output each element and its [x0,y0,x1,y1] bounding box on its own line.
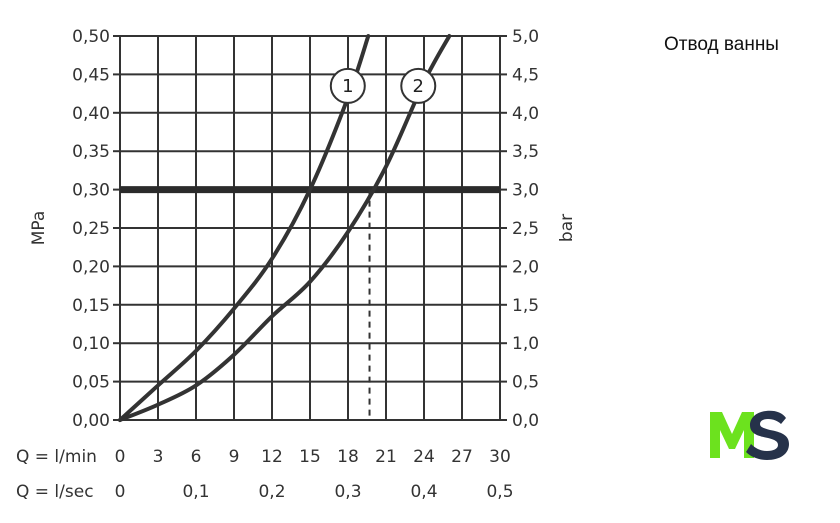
y-left-tick-label: 0,05 [72,373,110,393]
y-left-tick-label: 0,40 [72,104,110,124]
y-left-tick-label: 0,45 [72,65,110,85]
x-tick-label-lmin: 9 [229,447,240,467]
x-tick-label-lmin: 27 [451,447,473,467]
y-right-tick-label: 2,5 [512,219,539,239]
logo-letter-m [710,412,754,458]
x-tick-label-lsec: 0,2 [258,482,285,502]
y-left-tick-label: 0,00 [72,411,110,431]
x-tick-label-lsec: 0 [115,482,126,502]
curve-label-circle [329,67,366,104]
x-tick-label-lmin: 3 [153,447,164,467]
x-tick-label-lsec: 0,3 [334,482,361,502]
x-tick-label-lsec: 0,5 [486,482,513,502]
curve-label-circle [400,67,437,104]
y-left-tick-label: 0,20 [72,257,110,277]
y-left-tick-label: 0,25 [72,219,110,239]
y-right-tick-label: 0,5 [512,373,539,393]
curve-2 [118,34,452,422]
y-right-tick-label: 3,5 [512,142,539,162]
curve-label-text: 2 [413,76,424,97]
y-right-tick-label: 5,0 [512,27,539,47]
y-left-tick-label: 0,15 [72,296,110,316]
y-right-tick-label: 4,0 [512,104,539,124]
x-tick-label-lsec: 0,4 [410,482,437,502]
y-left-tick-label: 0,35 [72,142,110,162]
x-tick-label-lmin: 15 [299,447,321,467]
y-right-tick-label: 0,0 [512,411,539,431]
y-left-tick-label: 0,50 [72,27,110,47]
x-row1-label: Q = l/min [16,447,97,467]
y-right-tick-label: 1,0 [512,334,539,354]
x-tick-label-lmin: 6 [191,447,202,467]
y-left-tick-label: 0,10 [72,334,110,354]
y-right-tick-label: 3,0 [512,181,539,201]
x-row2-label: Q = l/sec [16,482,94,502]
y-right-tick-label: 2,0 [512,257,539,277]
y-right-axis-label: bar [557,214,577,242]
x-tick-label-lmin: 12 [261,447,283,467]
x-tick-label-lmin: 0 [115,447,126,467]
y-left-tick-label: 0,30 [72,181,110,201]
x-tick-label-lmin: 30 [489,447,511,467]
logo-letter-s [746,410,789,460]
x-tick-label-lmin: 18 [337,447,359,467]
x-tick-label-lmin: 21 [375,447,397,467]
curve-label-text: 1 [342,76,353,97]
tick-labels: 0,000,050,100,150,200,250,300,350,400,45… [16,27,539,502]
x-tick-label-lmin: 24 [413,447,435,467]
ms-logo [710,410,789,460]
y-right-tick-label: 1,5 [512,296,539,316]
x-tick-label-lsec: 0,1 [182,482,209,502]
y-right-tick-label: 4,5 [512,65,539,85]
y-left-axis-label: MPa [29,211,49,246]
side-title: Отвод ванны [664,34,779,55]
